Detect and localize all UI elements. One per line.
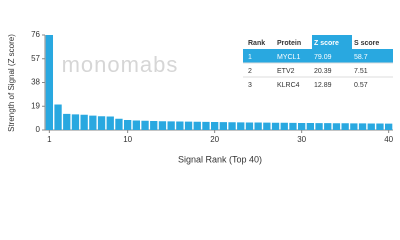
x-tick-label: 40 <box>384 135 393 144</box>
y-tick-label: 0 <box>36 125 41 134</box>
bar <box>158 121 167 130</box>
y-axis-label: Strength of Signal (Z score) <box>7 34 16 132</box>
bar <box>141 120 149 130</box>
bar <box>384 123 393 130</box>
table-cell: MYCL1 <box>277 54 300 61</box>
bar <box>150 121 158 130</box>
table-cell: 7.51 <box>354 68 368 75</box>
bar <box>315 123 323 130</box>
bar <box>228 122 236 130</box>
bar <box>176 121 184 130</box>
bar <box>106 116 114 130</box>
y-tick-label: 38 <box>31 78 40 87</box>
bar <box>297 123 306 130</box>
bars <box>45 35 393 131</box>
bar <box>367 123 375 130</box>
bar <box>71 114 80 130</box>
table-header: S score <box>354 40 379 47</box>
bar <box>54 104 62 130</box>
bar <box>167 121 175 130</box>
bar <box>219 122 228 130</box>
chart: monomabs Signal Rank (Top 40) Strength o… <box>7 30 394 164</box>
table-header: Protein <box>277 40 301 47</box>
x-tick-label: 1 <box>47 135 52 144</box>
bar <box>332 123 341 130</box>
x-axis-label: Signal Rank (Top 40) <box>178 154 262 164</box>
table-cell: ETV2 <box>277 68 295 75</box>
bar <box>306 123 315 130</box>
x-tick-label: 20 <box>210 135 219 144</box>
table-header: Z score <box>314 40 339 47</box>
bar <box>263 122 271 130</box>
bar <box>193 121 201 130</box>
y-tick-label: 19 <box>31 101 40 110</box>
table-cell: 20.39 <box>314 68 332 75</box>
watermark: monomabs <box>62 52 179 77</box>
x-tick-label: 10 <box>123 135 132 144</box>
bar <box>123 120 132 130</box>
table-cell: 3 <box>248 82 252 89</box>
table-cell: 2 <box>248 68 252 75</box>
bar <box>289 122 297 130</box>
table-cell: KLRC4 <box>277 82 300 89</box>
bar <box>271 122 280 130</box>
bar <box>280 122 288 130</box>
table-cell: 1 <box>248 54 252 61</box>
bar <box>184 121 193 130</box>
bar <box>132 120 141 130</box>
bar <box>245 122 254 130</box>
x-tick-label: 30 <box>297 135 306 144</box>
bar <box>115 118 123 130</box>
bar <box>376 123 384 130</box>
bar <box>210 122 219 130</box>
bar <box>45 35 54 131</box>
bar <box>350 123 358 130</box>
table-cell: 12.89 <box>314 82 332 89</box>
bar <box>97 116 106 130</box>
table-header: Rank <box>248 40 265 47</box>
z-header-bg <box>312 35 352 49</box>
table-cell: 58.7 <box>354 54 368 61</box>
bar <box>237 122 245 130</box>
y-tick-label: 76 <box>31 30 40 39</box>
bar <box>202 121 210 130</box>
table-cell: 79.09 <box>314 54 332 61</box>
bar <box>341 123 349 130</box>
bar <box>358 123 367 130</box>
bar <box>89 115 97 130</box>
bar <box>254 122 262 130</box>
y-tick-label: 57 <box>31 54 40 63</box>
bar <box>63 113 71 130</box>
table-cell: 0.57 <box>354 82 368 89</box>
row-highlight <box>243 49 393 63</box>
bar <box>324 123 332 130</box>
bar <box>80 114 88 130</box>
